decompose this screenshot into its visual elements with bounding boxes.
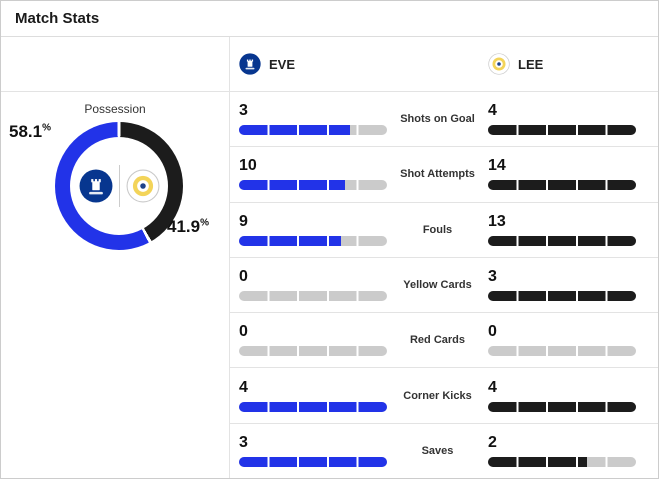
stat-label: Saves xyxy=(421,444,454,457)
everton-crest-icon xyxy=(79,169,112,203)
possession-label: Possession xyxy=(84,102,146,116)
away-possession-value: 41.9 xyxy=(167,217,201,236)
stat-row: 0 Red Cards 0 xyxy=(230,313,658,369)
stat-label: Shot Attempts xyxy=(400,168,475,181)
away-stat-bar xyxy=(488,401,636,412)
stat-label: Shots on Goal xyxy=(400,113,475,126)
away-stat-value: 3 xyxy=(488,267,497,285)
bar-segments xyxy=(239,235,387,246)
bar-segments xyxy=(239,125,387,136)
possession-chart: Possession 58.1% xyxy=(1,92,229,478)
team-header-row: EVE LEE xyxy=(230,37,658,92)
home-stat-bar xyxy=(239,401,387,412)
away-possession-pct: 41.9% xyxy=(167,217,209,237)
stat-row: 9 Fouls 13 xyxy=(230,203,658,258)
home-team-code: EVE xyxy=(269,56,296,72)
away-stat-bar xyxy=(488,180,636,191)
possession-section: Possession 58.1% xyxy=(1,37,229,478)
away-stat-bar xyxy=(488,290,636,301)
stat-label: Fouls xyxy=(422,223,453,236)
away-stat: 2 xyxy=(488,433,636,467)
away-team-code: LEE xyxy=(518,56,544,72)
home-stat-bar xyxy=(239,456,387,467)
home-stat-bar xyxy=(239,235,387,246)
away-stat-value: 2 xyxy=(488,433,497,451)
bar-segments xyxy=(239,346,387,357)
bar-segments xyxy=(488,456,636,467)
away-stat-value: 4 xyxy=(488,102,497,120)
bar-segments xyxy=(239,401,387,412)
stat-label: Yellow Cards xyxy=(403,278,472,291)
home-stat: 10 xyxy=(239,157,387,191)
bar-segments xyxy=(239,456,387,467)
home-stat-value: 9 xyxy=(239,212,248,230)
home-possession-pct: 58.1% xyxy=(9,122,51,142)
stat-row: 3 Shots on Goal 4 xyxy=(230,92,658,148)
everton-crest-icon xyxy=(239,53,261,75)
home-stat-value: 3 xyxy=(239,433,248,451)
away-stat: 4 xyxy=(488,102,636,136)
away-stat-value: 4 xyxy=(488,378,497,396)
home-stat-value: 3 xyxy=(239,102,248,120)
stat-label: Corner Kicks xyxy=(403,389,472,402)
bar-segments xyxy=(488,180,636,191)
bar-segments xyxy=(239,290,387,301)
away-stat: 0 xyxy=(488,323,636,357)
bar-segments xyxy=(488,346,636,357)
home-possession-value: 58.1 xyxy=(9,122,43,141)
home-stat-bar xyxy=(239,180,387,191)
panel-titlebar: Match Stats xyxy=(1,1,658,37)
away-stat-bar xyxy=(488,346,636,357)
bar-segments xyxy=(488,401,636,412)
bar-segments xyxy=(488,125,636,136)
home-stat: 0 xyxy=(239,267,387,301)
away-stat-bar xyxy=(488,125,636,136)
home-stat-value: 4 xyxy=(239,378,248,396)
possession-donut xyxy=(55,122,183,250)
stat-row: 10 Shot Attempts 14 xyxy=(230,147,658,203)
away-stat-value: 14 xyxy=(488,157,506,175)
bar-segments xyxy=(239,180,387,191)
away-stat-bar xyxy=(488,456,636,467)
home-stat-value: 0 xyxy=(239,267,248,285)
bar-segments xyxy=(488,235,636,246)
home-stat: 4 xyxy=(239,378,387,412)
crest-divider xyxy=(118,165,120,207)
away-stat: 4 xyxy=(488,378,636,412)
panel-title: Match Stats xyxy=(15,10,100,27)
stat-row: 3 Saves 2 xyxy=(230,424,658,478)
percent-symbol: % xyxy=(42,122,51,134)
away-stat: 14 xyxy=(488,157,636,191)
bar-segments xyxy=(488,290,636,301)
home-team-header: EVE xyxy=(239,53,387,75)
panel-content: Possession 58.1% xyxy=(1,37,658,478)
away-stat: 3 xyxy=(488,267,636,301)
leeds-crest-icon xyxy=(488,53,510,75)
home-stat-bar xyxy=(239,346,387,357)
stat-label: Red Cards xyxy=(409,334,466,347)
home-stat-bar xyxy=(239,290,387,301)
away-stat-value: 13 xyxy=(488,212,506,230)
donut-hole xyxy=(70,137,168,235)
stats-table: EVE LEE 3 S xyxy=(229,37,658,478)
home-stat: 3 xyxy=(239,102,387,136)
home-stat-value: 0 xyxy=(239,323,248,341)
home-stat: 3 xyxy=(239,433,387,467)
percent-symbol: % xyxy=(200,217,209,229)
stat-row: 4 Corner Kicks 4 xyxy=(230,368,658,424)
left-header-spacer xyxy=(1,37,229,92)
stat-row: 0 Yellow Cards 3 xyxy=(230,258,658,314)
home-stat-value: 10 xyxy=(239,157,257,175)
home-stat-bar xyxy=(239,125,387,136)
home-stat: 9 xyxy=(239,212,387,246)
away-stat-value: 0 xyxy=(488,323,497,341)
away-team-header: LEE xyxy=(488,53,636,75)
leeds-crest-icon xyxy=(126,169,159,203)
away-stat: 13 xyxy=(488,212,636,246)
away-stat-bar xyxy=(488,235,636,246)
home-stat: 0 xyxy=(239,323,387,357)
